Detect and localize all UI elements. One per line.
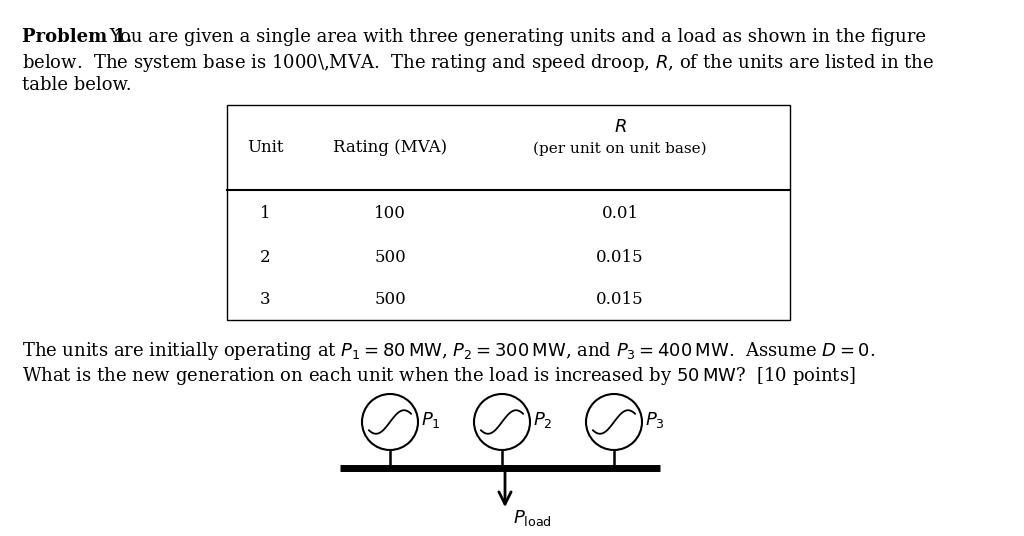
Text: $P_2$: $P_2$ [534, 410, 553, 430]
Text: 0.015: 0.015 [596, 292, 644, 309]
Text: 1: 1 [260, 205, 270, 222]
Text: table below.: table below. [22, 76, 132, 94]
Text: Problem 1.: Problem 1. [22, 28, 132, 46]
Text: 500: 500 [374, 292, 406, 309]
Text: Rating (MVA): Rating (MVA) [333, 138, 447, 155]
Text: Unit: Unit [247, 138, 284, 155]
Text: You are given a single area with three generating units and a load as shown in t: You are given a single area with three g… [104, 28, 926, 46]
Text: 2: 2 [260, 249, 270, 265]
Text: $P_\mathrm{load}$: $P_\mathrm{load}$ [513, 508, 552, 528]
Text: $P_3$: $P_3$ [645, 410, 665, 430]
Text: (per unit on unit base): (per unit on unit base) [534, 142, 707, 157]
Text: The units are initially operating at $P_1 = 80\,\mathrm{MW}$, $P_2 = 300\,\mathr: The units are initially operating at $P_… [22, 340, 876, 362]
Text: $R$: $R$ [613, 118, 627, 136]
Text: 0.01: 0.01 [601, 205, 639, 222]
Text: 0.015: 0.015 [596, 249, 644, 265]
Text: below.  The system base is 1000\,MVA.  The rating and speed droop, $R$, of the u: below. The system base is 1000\,MVA. The… [22, 52, 934, 74]
Text: What is the new generation on each unit when the load is increased by $50\,\math: What is the new generation on each unit … [22, 365, 856, 387]
Text: $P_1$: $P_1$ [421, 410, 440, 430]
Text: 500: 500 [374, 249, 406, 265]
Bar [227, 105, 790, 320]
Text: 100: 100 [374, 205, 406, 222]
Text: 3: 3 [260, 292, 270, 309]
